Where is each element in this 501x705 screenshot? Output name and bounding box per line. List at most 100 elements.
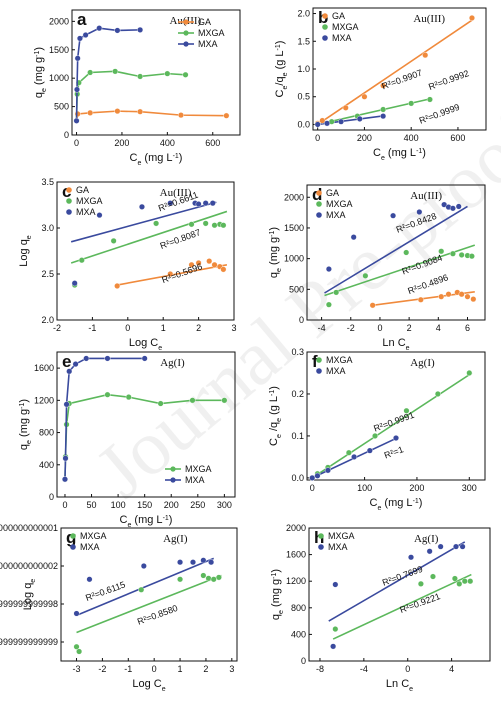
data-point-ga: [369, 302, 376, 309]
y-tick-label: 3.6000000000000001: [0, 523, 58, 533]
r2-annotation: R²=0.9991: [372, 410, 415, 434]
panel-h: -8 -4 0 4 0 400 800 1200 1600 2000 Ln Ce qe (mg g-1…: [270, 523, 491, 693]
data-point-mxa: [416, 208, 423, 215]
y-axis-label: qe (mg g-1): [18, 399, 33, 450]
legend-marker: [183, 30, 189, 36]
data-point-mxga: [73, 643, 80, 650]
y-tick-label: 1600: [34, 363, 54, 373]
legend-marker: [183, 19, 189, 25]
y-tick-label: 0: [49, 492, 54, 502]
ion-label: Au(III): [410, 190, 442, 202]
fit-line-mxga: [76, 574, 222, 634]
panel-d: -4 -2 0 2 4 6 0 500 1000 1500 2000 Ln Ce qe (mg g-1)…: [268, 184, 486, 352]
data-point-mxga: [76, 648, 83, 655]
x-tick-label: 0: [62, 500, 67, 510]
ion-label: Ag(I): [414, 533, 439, 545]
x-axis-label: Ce (mg L-1): [370, 497, 423, 512]
data-point-ga: [223, 112, 230, 119]
x-tick-label: -2: [98, 664, 106, 674]
data-point-mxga: [125, 394, 132, 401]
x-tick-label: 200: [409, 483, 424, 493]
data-point-mxa: [459, 543, 466, 550]
legend-marker: [183, 41, 189, 47]
data-point-mxa: [455, 203, 462, 210]
y-tick-label: 400: [291, 629, 306, 639]
data-point-mxga: [200, 572, 207, 579]
x-tick-label: 150: [137, 500, 152, 510]
data-point-mxa: [73, 610, 80, 617]
data-point-mxga: [403, 249, 410, 256]
y-tick-label: 800: [39, 428, 54, 438]
data-point-mxga: [461, 578, 468, 585]
y-tick-label: 1.0: [297, 64, 310, 74]
y-axis-label: Ce/qe (g L-1): [274, 41, 289, 98]
y-tick-label: 1.5: [297, 36, 310, 46]
y-tick-label: 500: [289, 284, 304, 294]
data-point-mxga: [157, 400, 164, 407]
data-point-mxa: [66, 368, 73, 375]
x-tick-label: -3: [73, 664, 81, 674]
data-point-mxa: [73, 117, 80, 124]
legend-label: MXGA: [326, 199, 353, 209]
r2-annotation: R²=0.8087: [159, 227, 202, 251]
x-tick-label: 250: [190, 500, 205, 510]
data-point-mxa: [202, 200, 209, 207]
data-point-mxa: [449, 205, 456, 212]
data-point-mxga: [220, 222, 227, 229]
legend-marker: [322, 35, 328, 41]
ion-label: Au(III): [413, 13, 445, 25]
data-point-mxga: [345, 449, 352, 456]
data-point-mxga: [137, 73, 144, 80]
data-point-mxa: [62, 455, 69, 462]
data-point-mxga: [333, 289, 340, 296]
x-tick-label: 0: [310, 483, 315, 493]
y-tick-label: 1500: [284, 223, 304, 233]
r2-annotation: R²=0.6115: [84, 579, 127, 603]
legend-label: MXGA: [80, 531, 107, 541]
data-point-mxga: [215, 574, 222, 581]
y-tick-label: 2000: [286, 523, 306, 533]
fit-line-mxa: [324, 205, 468, 294]
y-tick-label: 400: [39, 460, 54, 470]
data-point-ga: [206, 258, 213, 265]
y-tick-label: 0.1: [291, 431, 304, 441]
data-point-mxga: [78, 257, 85, 264]
data-point-mxa: [325, 266, 332, 273]
y-tick-label: 2.7999999999999998: [0, 599, 58, 609]
legend-marker: [170, 477, 176, 483]
data-point-mxga: [205, 575, 212, 582]
x-tick-label: 300: [462, 483, 477, 493]
x-tick-label: 3: [231, 323, 236, 333]
x-tick-label: -2: [347, 323, 355, 333]
r2-annotation: R²=0.9084: [401, 253, 444, 277]
x-axis-label: Log Ce: [129, 337, 162, 352]
legend-marker: [66, 198, 72, 204]
y-axis-label: Ce /qe (g L-1): [268, 386, 283, 446]
plot-frame: [56, 351, 236, 498]
data-point-mxga: [188, 221, 195, 228]
data-point-ga: [87, 109, 94, 116]
data-point-ga: [319, 117, 326, 124]
data-point-mxa: [356, 115, 363, 122]
data-point-mxga: [177, 576, 184, 583]
fit-line-mxa: [328, 541, 466, 622]
legend-label: GA: [326, 188, 339, 198]
x-tick-label: 1: [161, 323, 166, 333]
legend-marker: [318, 533, 324, 539]
data-point-mxga: [417, 580, 424, 587]
data-point-mxga: [458, 251, 465, 258]
data-point-mxa: [167, 200, 174, 207]
legend-label: MXGA: [76, 196, 103, 206]
data-point-ga: [137, 108, 144, 115]
y-tick-label: 1600: [286, 550, 306, 560]
data-point-mxa: [408, 554, 415, 561]
y-axis-label: qe (mg g-1): [268, 227, 283, 278]
legend-marker: [66, 209, 72, 215]
legend-marker: [70, 533, 76, 539]
data-point-mxa: [86, 576, 93, 583]
data-point-mxa: [351, 453, 358, 460]
data-point-ga: [422, 52, 429, 59]
x-tick-label: 0: [74, 138, 79, 148]
